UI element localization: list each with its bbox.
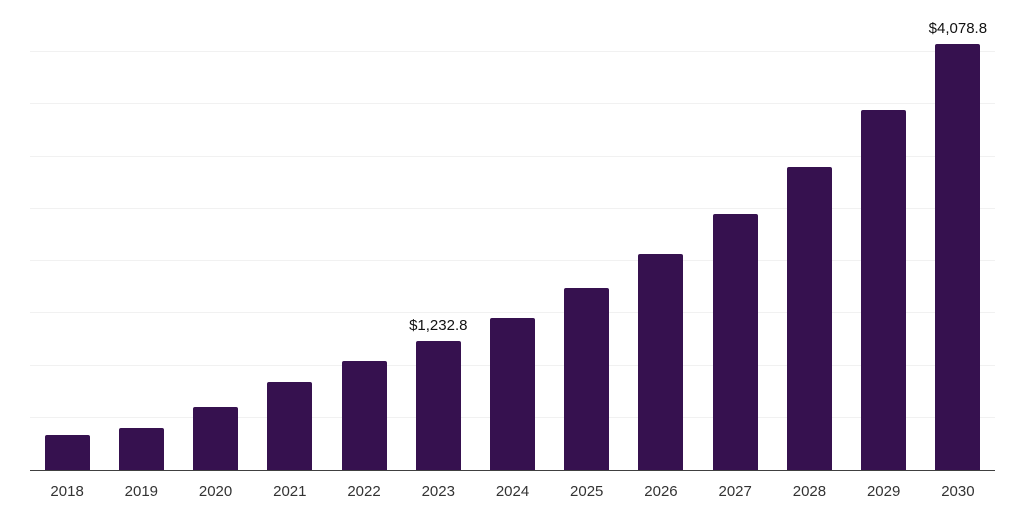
x-tick-label-2029: 2029 (866, 483, 901, 500)
plot-area: $1,232.8 $4,078.8 (30, 0, 995, 471)
bar-2019 (118, 427, 164, 470)
x-tick-label-2028: 2028 (792, 483, 827, 500)
x-tick-label-2025: 2025 (570, 483, 604, 500)
gridline (30, 312, 995, 314)
x-tick-label-2020: 2020 (198, 483, 233, 500)
x-tick-label-2018: 2018 (50, 483, 84, 500)
bar-2023 (415, 341, 461, 470)
bar-2030 (935, 44, 981, 470)
x-tick-label-2026: 2026 (644, 483, 678, 500)
x-tick-label-2027: 2027 (718, 483, 752, 500)
bar-2022 (341, 361, 387, 470)
bar-2018 (44, 434, 90, 470)
gridline (30, 103, 995, 105)
value-label-2023: $1,232.8 (409, 317, 468, 335)
gridline (30, 51, 995, 53)
gridline (30, 207, 995, 209)
x-tick-label-2024: 2024 (495, 483, 530, 500)
x-axis-line (30, 469, 995, 471)
bar-2021 (267, 381, 313, 470)
bar-2029 (861, 110, 907, 470)
x-tick-label-2021: 2021 (273, 483, 307, 500)
x-tick-label-2030: 2030 (941, 483, 975, 500)
x-tick-label-2019: 2019 (124, 483, 159, 500)
gridline (30, 260, 995, 262)
bar-2026 (638, 254, 684, 470)
bar-2024 (490, 318, 535, 470)
bar-2028 (786, 167, 832, 470)
x-tick-label-2023: 2023 (421, 483, 455, 500)
bar-2020 (193, 406, 239, 470)
x-tick-label-2022: 2022 (347, 483, 381, 500)
value-label-2030: $4,078.8 (928, 20, 988, 37)
bar-2027 (712, 214, 758, 470)
bar-2025 (564, 288, 610, 470)
gridline (30, 155, 995, 157)
